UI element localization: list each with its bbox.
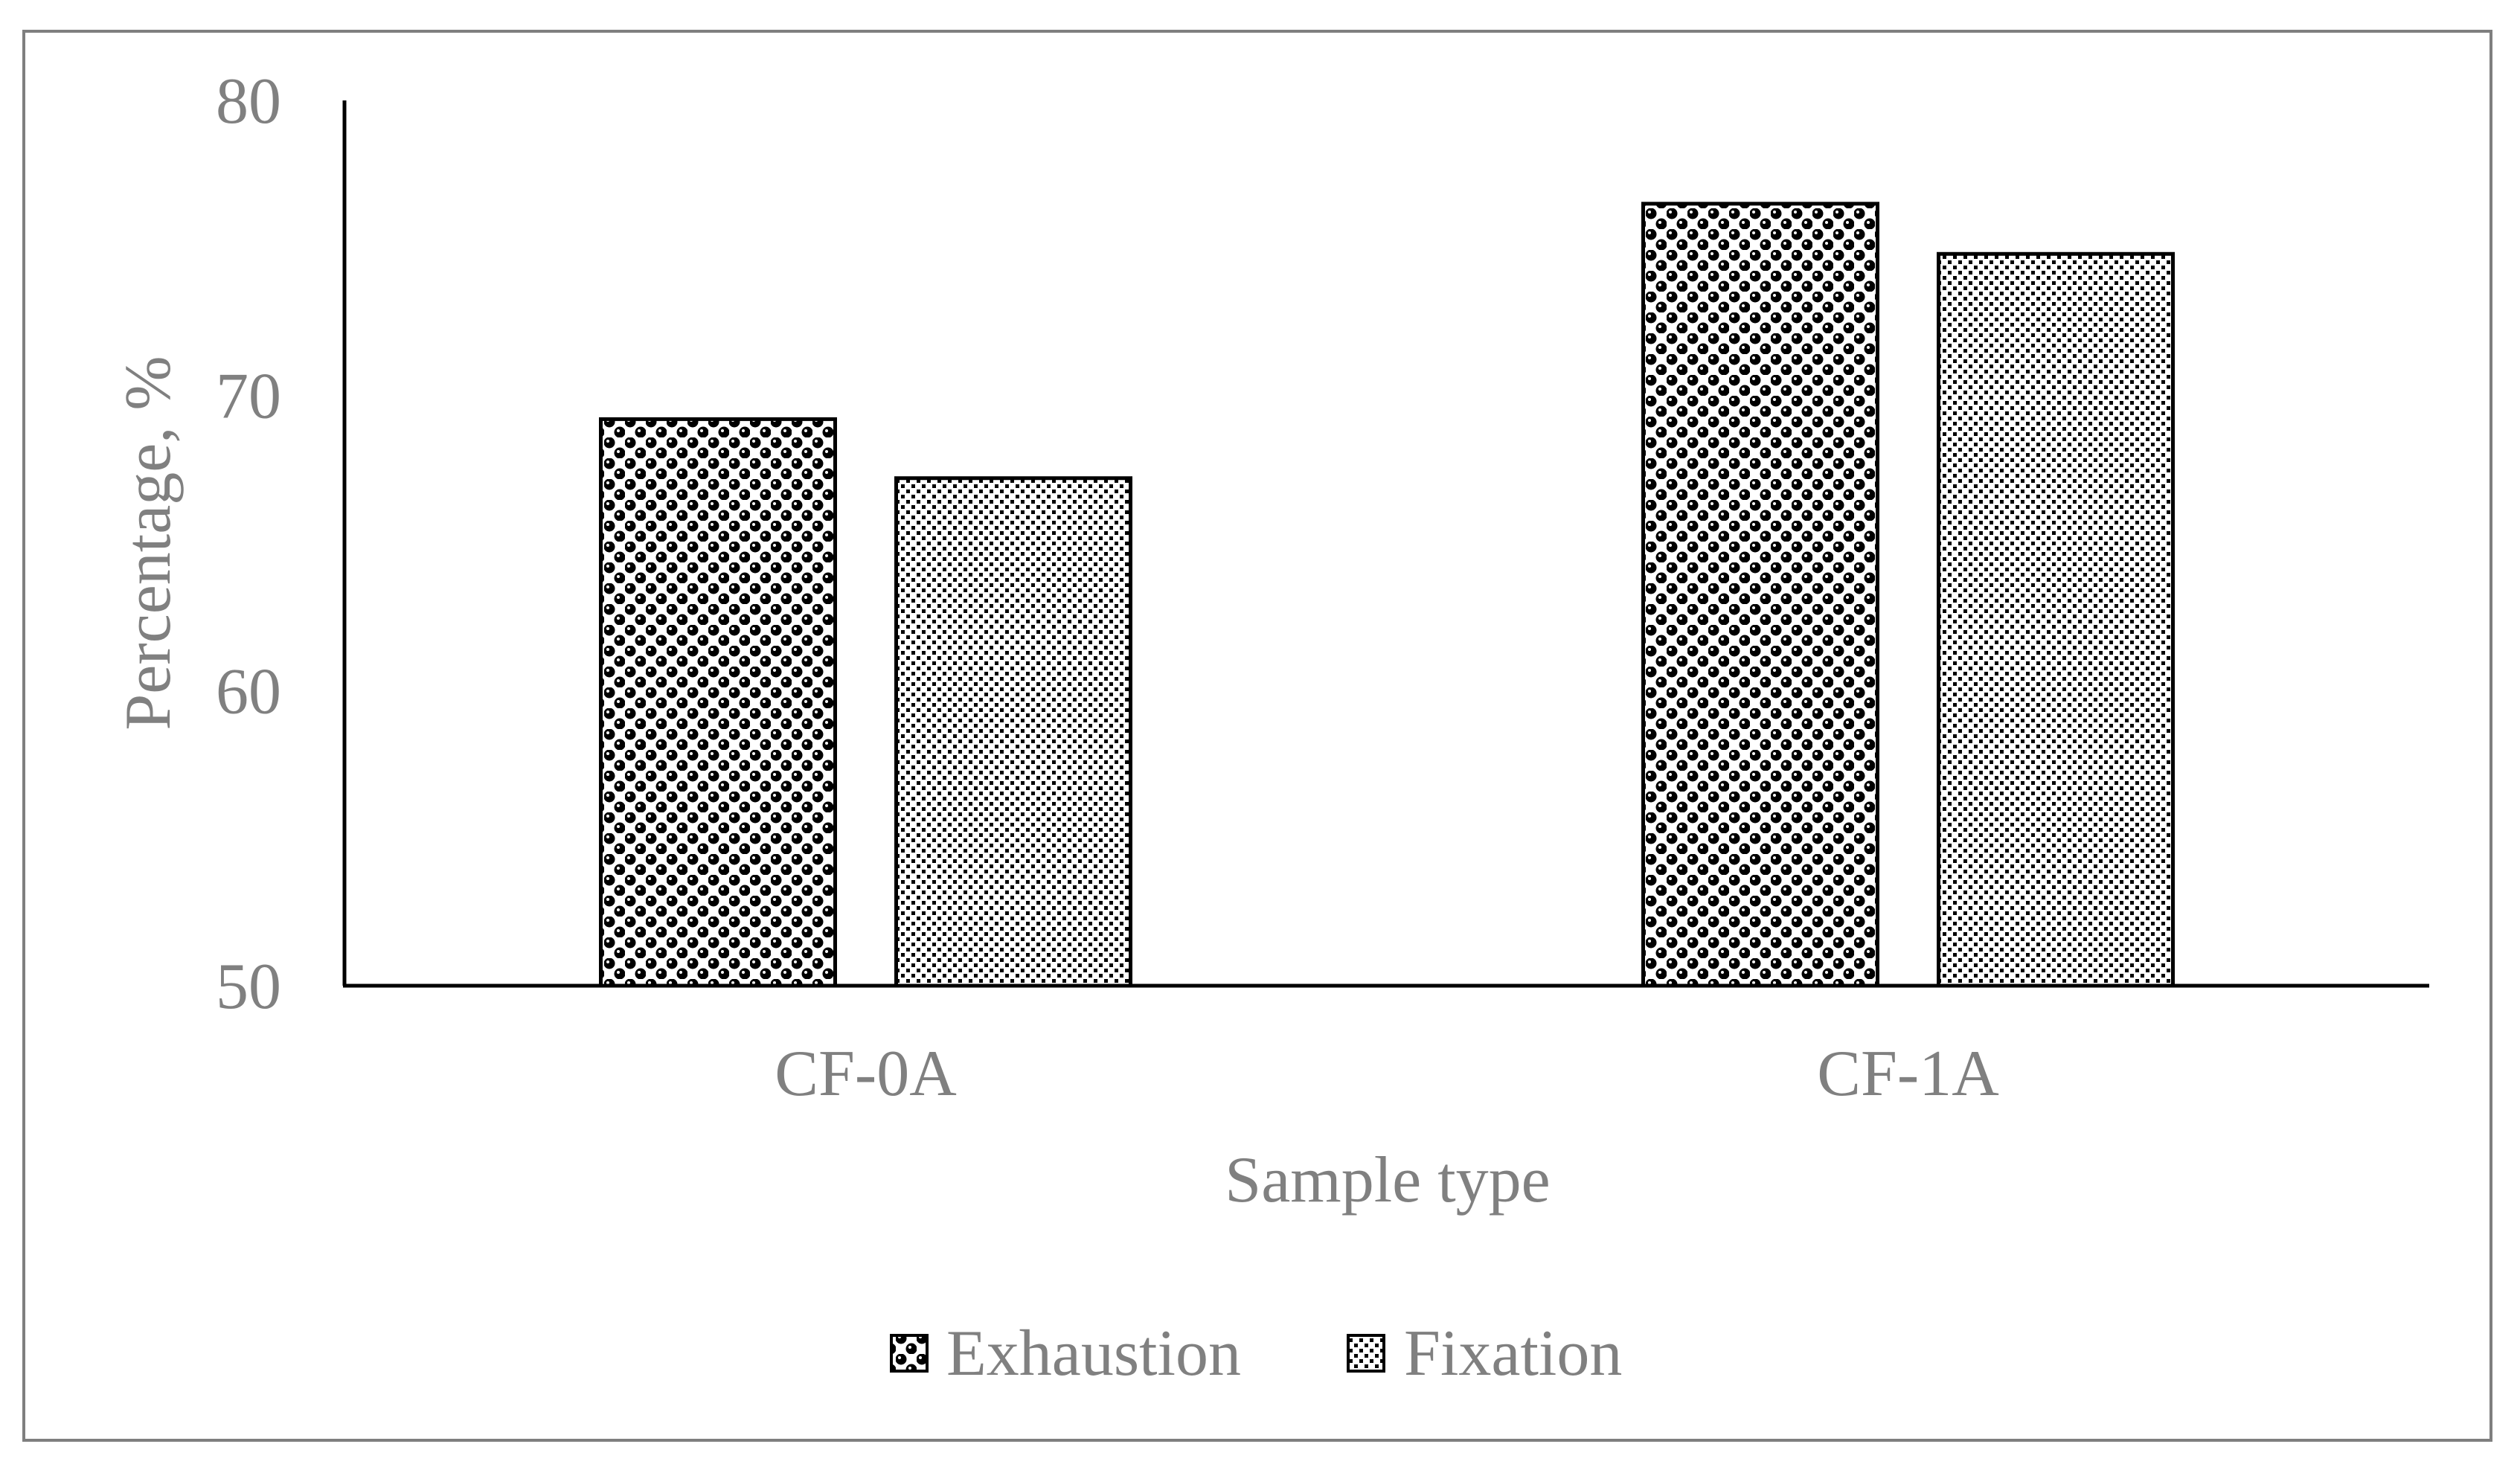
legend-item-fixation: Fixation xyxy=(1347,1318,1622,1390)
x-category-labels: CF-0A CF-1A xyxy=(775,1038,1999,1110)
bar-fixation-cf-1a xyxy=(1937,251,2175,988)
legend-swatch-fixation xyxy=(1347,1334,1385,1373)
legend-swatch-exhaustion xyxy=(890,1334,929,1373)
y-tick-label-50: 50 xyxy=(216,951,281,1023)
bars-layer xyxy=(599,202,2175,988)
y-axis-title: Percentage, % xyxy=(112,356,185,730)
y-tick-labels: 50 60 70 80 xyxy=(216,65,281,1023)
x-axis-title: Sample type xyxy=(1225,1144,1550,1216)
legend-label-fixation: Fixation xyxy=(1404,1318,1622,1390)
x-tick-label-cf-0a: CF-0A xyxy=(775,1038,957,1110)
y-tick-label-70: 70 xyxy=(216,361,281,433)
bar-fixation-cf-0a xyxy=(894,476,1132,988)
x-tick-label-cf-1a: CF-1A xyxy=(1817,1038,1999,1110)
legend: Exhaustion Fixation xyxy=(890,1318,1622,1390)
bar-exhaustion-cf-0a xyxy=(599,417,837,988)
legend-item-exhaustion: Exhaustion xyxy=(890,1318,1241,1390)
y-tick-label-80: 80 xyxy=(216,65,281,138)
legend-label-exhaustion: Exhaustion xyxy=(946,1318,1241,1390)
y-tick-label-60: 60 xyxy=(216,655,281,728)
bar-exhaustion-cf-1a xyxy=(1641,202,1879,988)
